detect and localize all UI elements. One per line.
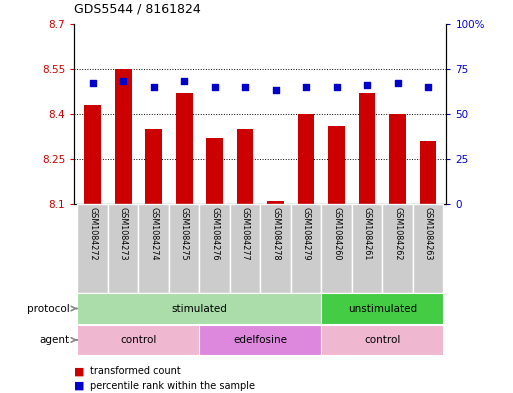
Bar (321, 325, 443, 355)
Bar (139, 204, 169, 293)
Bar (77, 204, 108, 293)
Text: control: control (120, 335, 156, 345)
Bar (413, 204, 443, 293)
Text: GSM1084278: GSM1084278 (271, 207, 280, 261)
Bar (176, 93, 192, 204)
Bar (298, 114, 314, 204)
Bar (206, 138, 223, 204)
Bar (145, 129, 162, 204)
Text: transformed count: transformed count (90, 366, 181, 376)
Text: percentile rank within the sample: percentile rank within the sample (90, 381, 255, 391)
Text: stimulated: stimulated (171, 303, 227, 314)
Text: GSM1084276: GSM1084276 (210, 207, 219, 261)
Bar (108, 204, 139, 293)
Point (363, 82, 371, 88)
Bar (200, 204, 230, 293)
Text: GSM1084262: GSM1084262 (393, 207, 402, 261)
Point (180, 78, 188, 84)
Point (271, 87, 280, 94)
Point (332, 84, 341, 90)
Bar (200, 325, 321, 355)
Bar (321, 204, 352, 293)
Text: protocol: protocol (27, 303, 69, 314)
Bar (169, 204, 200, 293)
Text: GSM1084260: GSM1084260 (332, 207, 341, 261)
Bar (230, 204, 261, 293)
Text: agent: agent (39, 335, 69, 345)
Text: GSM1084277: GSM1084277 (241, 207, 250, 261)
Point (210, 84, 219, 90)
Bar (352, 204, 382, 293)
Bar (321, 294, 443, 323)
Bar (77, 294, 321, 323)
Text: GSM1084273: GSM1084273 (119, 207, 128, 261)
Text: unstimulated: unstimulated (348, 303, 417, 314)
Bar (267, 201, 284, 204)
Point (302, 84, 310, 90)
Text: GSM1084279: GSM1084279 (302, 207, 310, 261)
Bar (261, 204, 291, 293)
Point (393, 80, 402, 86)
Point (241, 84, 249, 90)
Bar (84, 105, 101, 204)
Point (89, 80, 97, 86)
Point (150, 84, 158, 90)
Text: control: control (364, 335, 401, 345)
Text: edelfosine: edelfosine (233, 335, 287, 345)
Text: GSM1084263: GSM1084263 (424, 207, 432, 261)
Text: GSM1084275: GSM1084275 (180, 207, 189, 261)
Point (119, 78, 127, 84)
Bar (382, 204, 413, 293)
Bar (359, 93, 376, 204)
Text: GSM1084261: GSM1084261 (363, 207, 371, 261)
Text: GSM1084274: GSM1084274 (149, 207, 158, 261)
Text: GDS5544 / 8161824: GDS5544 / 8161824 (74, 3, 201, 16)
Bar (236, 129, 253, 204)
Bar (115, 69, 131, 204)
Bar (420, 141, 437, 204)
Bar (389, 114, 406, 204)
Bar (328, 126, 345, 204)
Text: ■: ■ (74, 381, 85, 391)
Point (424, 84, 432, 90)
Text: ■: ■ (74, 366, 85, 376)
Bar (77, 325, 200, 355)
Bar (291, 204, 321, 293)
Text: GSM1084272: GSM1084272 (88, 207, 97, 261)
